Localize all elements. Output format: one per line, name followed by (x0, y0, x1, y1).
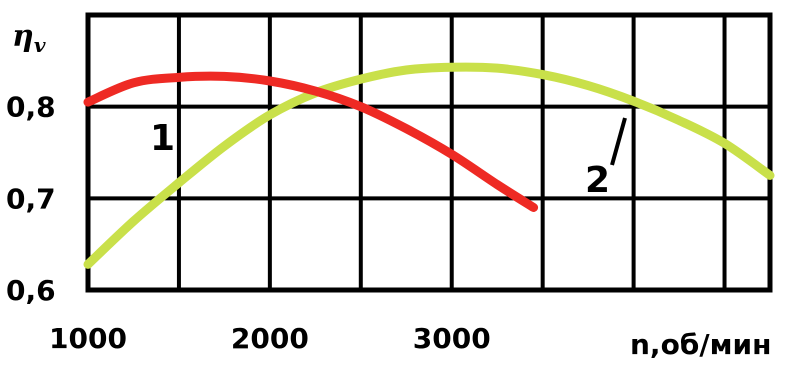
chart-series: 12 (83, 62, 775, 269)
y-tick-label: 0,7 (6, 182, 56, 215)
x-tick-label: 1000 (49, 322, 127, 355)
y-axis-label-sub: v (34, 33, 46, 57)
x-axis-label: n,об/мин (630, 328, 771, 361)
chart-grid (85, 12, 773, 293)
y-tick-label: 0,8 (6, 91, 56, 124)
series-label-1: 1 (150, 118, 175, 159)
chart-ticks: 1000 2000 3000 0,6 0,7 0,8 (6, 91, 491, 355)
y-tick-label: 0,6 (6, 274, 56, 307)
series-line-1 (83, 71, 539, 212)
series-line-2 (83, 62, 775, 269)
y-axis-label: ηv (12, 19, 46, 57)
x-tick-label: 3000 (413, 322, 491, 355)
series-label-2-leader (610, 117, 627, 166)
y-axis-label-main: η (12, 19, 34, 54)
plot-frame (85, 12, 773, 293)
series-label-2: 2 (585, 160, 610, 201)
x-tick-label: 2000 (231, 322, 309, 355)
